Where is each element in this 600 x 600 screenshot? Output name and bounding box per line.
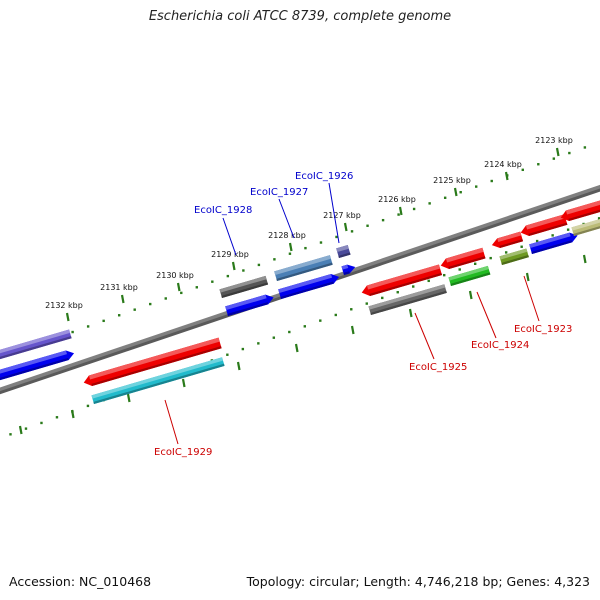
feature-layer xyxy=(0,200,600,404)
scale-tick xyxy=(294,343,299,353)
scale-tick xyxy=(555,147,560,157)
scale-tick xyxy=(350,325,355,335)
scale-tick xyxy=(65,312,70,322)
feature-bar-gray-1928 xyxy=(219,275,269,298)
feature-arrow-ecoic-1929 xyxy=(83,337,222,386)
gene-label-text: EcoIC_1925 xyxy=(409,362,467,373)
gene-leader-line xyxy=(164,399,179,445)
feature-bar-cyan-1929 xyxy=(91,357,225,404)
feature-arrow-red-right1 xyxy=(520,214,568,236)
gene-label-text: EcoIC_1927 xyxy=(250,187,308,198)
feature-bar-slate-left xyxy=(0,329,72,360)
map-title: Escherichia coli ATCC 8739, complete gen… xyxy=(148,9,452,24)
feature-bar-khaki-right xyxy=(571,219,600,236)
scale-tick xyxy=(181,378,186,388)
feature-arrow-red-right2 xyxy=(560,200,600,221)
feature-bar-ecoic-1924 xyxy=(448,265,491,286)
label-layer: EcoIC_1923 EcoIC_1924 EcoIC_1925 EcoIC_1926… xyxy=(154,171,572,458)
scale-tick-label: 2129 kbp xyxy=(211,250,249,259)
feature-arrow-red-1925 xyxy=(361,264,442,296)
scale-tick xyxy=(120,294,125,304)
gene-label-text: EcoIC_1929 xyxy=(154,447,212,458)
feature-arrow-ecoic-1928 xyxy=(225,294,274,316)
topology-text: Topology: circular; Length: 4,746,218 bp… xyxy=(246,574,590,589)
scale-tick xyxy=(288,242,293,252)
gene-label-text: EcoIC_1923 xyxy=(514,324,572,335)
gene-label-ecoic-1929[interactable]: EcoIC_1929 xyxy=(154,399,212,458)
scale-tick-label: 2128 kbp xyxy=(268,231,306,240)
scale-tick-label: 2123 kbp xyxy=(535,136,573,145)
scale-tick-label: 2127 kbp xyxy=(323,211,361,220)
inner-scale-line xyxy=(9,217,600,436)
gene-label-ecoic-1924[interactable]: EcoIC_1924 xyxy=(471,291,529,351)
scale-tick xyxy=(453,187,458,197)
gene-leader-line xyxy=(476,291,497,339)
gene-leader-line xyxy=(414,312,435,360)
outer-scale-line xyxy=(9,146,587,356)
gene-label-ecoic-1926[interactable]: EcoIC_1926 xyxy=(295,171,353,244)
scale-layer: 2123 kbp 2124 kbp 2125 kbp 2126 kbp 2127 kbp… xyxy=(9,136,600,436)
scale-tick xyxy=(18,425,23,435)
scale-tick xyxy=(525,272,530,282)
gene-label-text: EcoIC_1928 xyxy=(194,205,252,216)
feature-arrow-blue-right xyxy=(529,232,578,254)
gene-label-ecoic-1928[interactable]: EcoIC_1928 xyxy=(194,205,252,256)
feature-bar-ecoic-1925 xyxy=(368,284,447,315)
scale-tick xyxy=(126,393,131,403)
feature-arrow-blue-1927 xyxy=(278,274,340,299)
accession-text: Accession: NC_010468 xyxy=(9,574,152,589)
scale-tick xyxy=(343,222,348,232)
scale-tick xyxy=(398,206,403,216)
feature-bar-ecoic-1923 xyxy=(499,248,529,265)
gene-label-text: EcoIC_1924 xyxy=(471,340,529,351)
scale-tick xyxy=(504,171,509,181)
scale-tick-label: 2124 kbp xyxy=(484,160,522,169)
feature-bar-ecoic-1926 xyxy=(336,245,351,258)
gene-leader-line xyxy=(523,275,540,322)
gene-leader-line xyxy=(278,198,295,239)
scale-tick xyxy=(582,254,587,264)
gene-leader-line xyxy=(222,217,237,256)
scale-tick-label: 2130 kbp xyxy=(156,271,194,280)
gene-label-ecoic-1925[interactable]: EcoIC_1925 xyxy=(409,312,467,373)
feature-arrow-red-1924 xyxy=(440,247,486,269)
gene-label-ecoic-1927[interactable]: EcoIC_1927 xyxy=(250,187,308,239)
feature-arrow-blue-1926 xyxy=(341,264,356,275)
scale-tick xyxy=(70,409,75,419)
scale-tick xyxy=(176,282,181,292)
scale-tick xyxy=(231,261,236,271)
scale-tick xyxy=(408,308,413,318)
scale-tick xyxy=(236,361,241,371)
scale-tick-label: 2126 kbp xyxy=(378,195,416,204)
scale-tick-label: 2131 kbp xyxy=(100,283,138,292)
scale-tick xyxy=(468,290,473,300)
scale-tick-label: 2132 kbp xyxy=(45,301,83,310)
feature-arrow-red-1923 xyxy=(491,231,524,248)
gene-leader-line xyxy=(328,182,340,244)
gene-label-text: EcoIC_1926 xyxy=(295,171,353,182)
feature-bar-ecoic-1927 xyxy=(274,255,333,281)
gene-label-ecoic-1923[interactable]: EcoIC_1923 xyxy=(514,275,572,335)
scale-tick-label: 2125 kbp xyxy=(433,176,471,185)
feature-arrow-blue-left xyxy=(0,350,75,381)
